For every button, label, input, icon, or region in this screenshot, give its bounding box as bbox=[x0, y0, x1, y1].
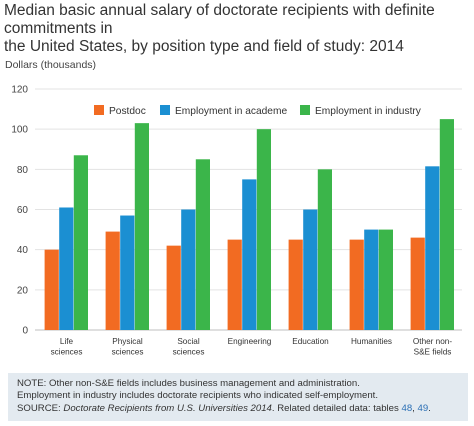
x-tick-label: Physical bbox=[112, 337, 143, 346]
bar bbox=[303, 209, 318, 330]
source-end: . bbox=[428, 402, 431, 414]
bar bbox=[73, 155, 88, 330]
bar bbox=[242, 179, 257, 330]
x-tick-label: Humanities bbox=[351, 337, 392, 346]
bar bbox=[364, 229, 379, 330]
legend-label: Postdoc bbox=[109, 106, 146, 117]
employment-note: Employment in industry includes doctorat… bbox=[17, 390, 379, 402]
legend-label: Employment in industry bbox=[315, 106, 422, 117]
y-tick-label: 60 bbox=[17, 205, 29, 216]
y-tick-label: 80 bbox=[17, 165, 29, 176]
bar bbox=[410, 237, 425, 330]
bar bbox=[288, 239, 303, 330]
y-tick-label: 40 bbox=[17, 245, 29, 256]
legend-swatch bbox=[160, 105, 170, 115]
source-middle: . Related detailed data: tables bbox=[271, 402, 402, 414]
bar bbox=[134, 123, 149, 330]
bar bbox=[195, 159, 210, 330]
source-title: Doctorate Recipients from U.S. Universit… bbox=[63, 402, 272, 414]
bar bbox=[349, 239, 364, 330]
bar bbox=[256, 129, 271, 330]
bar bbox=[425, 166, 440, 330]
bar bbox=[227, 239, 242, 330]
y-tick-label: 100 bbox=[11, 125, 28, 136]
bar bbox=[59, 207, 74, 330]
source-line: SOURCE: Doctorate Recipients from U.S. U… bbox=[17, 403, 459, 415]
legend-swatch bbox=[94, 105, 104, 115]
bar bbox=[439, 119, 454, 330]
legend-label: Employment in academe bbox=[175, 106, 287, 117]
y-axis-unit-label: Dollars (thousands) bbox=[5, 59, 97, 71]
bar bbox=[181, 209, 196, 330]
source-separator: , bbox=[412, 402, 418, 414]
x-tick-label: Other non- bbox=[413, 337, 452, 346]
table-49-link[interactable]: 49 bbox=[417, 402, 429, 414]
chart-title-line-3: the United States, by position type and … bbox=[4, 38, 404, 55]
bar bbox=[378, 229, 393, 330]
y-tick-label: 0 bbox=[22, 326, 28, 337]
bar bbox=[105, 231, 120, 330]
x-tick-label: sciences bbox=[173, 348, 205, 357]
note-text: NOTE: Other non-S&E fields includes busi… bbox=[17, 378, 360, 389]
y-tick-label: 120 bbox=[11, 85, 28, 96]
table-48-link[interactable]: 48 bbox=[401, 402, 413, 414]
x-tick-label: Life bbox=[60, 337, 74, 346]
y-tick-label: 20 bbox=[17, 285, 29, 296]
chart-title-line-1: Median basic annual salary of doctorate … bbox=[4, 2, 435, 19]
bar bbox=[120, 215, 135, 330]
x-tick-label: sciences bbox=[51, 348, 83, 357]
x-tick-label: Social bbox=[177, 337, 199, 346]
bar bbox=[44, 249, 59, 330]
x-tick-label: Engineering bbox=[228, 337, 272, 346]
bar bbox=[317, 169, 332, 330]
x-tick-label: sciences bbox=[112, 348, 144, 357]
x-tick-label: S&E fields bbox=[414, 348, 452, 357]
notes-box: NOTE: Other non-S&E fields includes busi… bbox=[8, 373, 468, 421]
chart-title-line-2: commitments in bbox=[4, 20, 113, 37]
legend-swatch bbox=[300, 105, 310, 115]
source-prefix: SOURCE: bbox=[17, 402, 64, 414]
bar-chart: 0 20 40 60 80 100 120 Life sciences Physical scien… bbox=[11, 85, 462, 357]
bar bbox=[166, 245, 181, 330]
x-tick-label: Education bbox=[292, 337, 329, 346]
chart-title: Median basic annual salary of doctorate … bbox=[4, 2, 470, 56]
